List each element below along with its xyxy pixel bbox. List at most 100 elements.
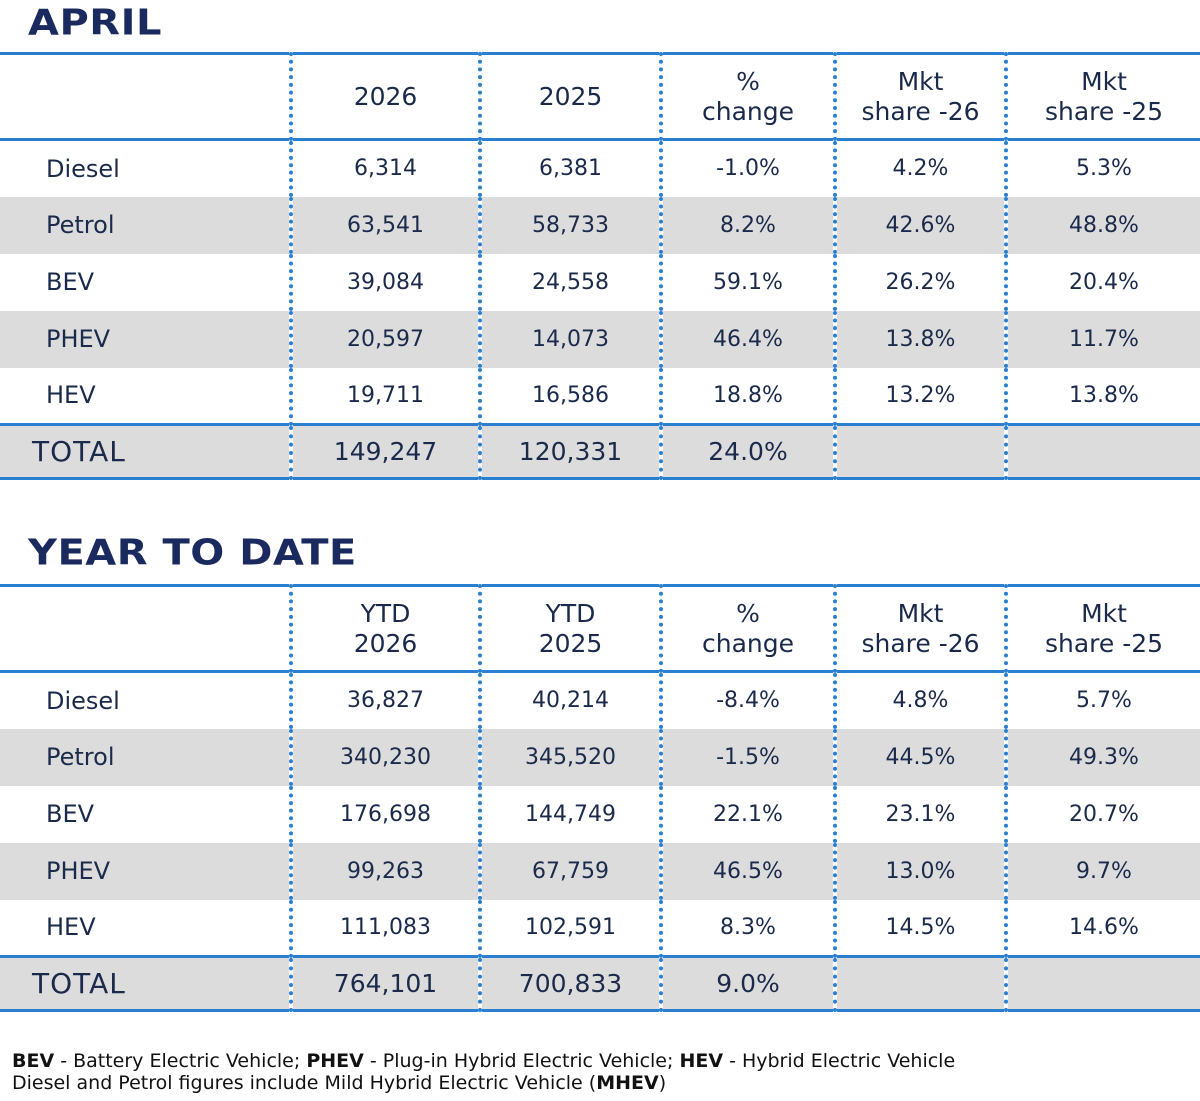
- cell: 19,711: [289, 367, 480, 425]
- cell: 46.5%: [659, 842, 835, 900]
- april-header-2026: 2026: [289, 53, 480, 140]
- cell: 20,597: [289, 310, 480, 368]
- row-label: HEV: [46, 913, 96, 942]
- april-title: APRIL: [28, 2, 162, 44]
- row-label: Petrol: [46, 743, 115, 771]
- cell: 46.4%: [659, 310, 835, 368]
- cell: 23.1%: [833, 785, 1006, 843]
- ytd-row-hev: HEV 111,083 102,591 8.3% 14.5% 14.6%: [0, 899, 1200, 957]
- cell: 13.2%: [833, 367, 1006, 425]
- ytd-header-share-25: Mkt share -25: [1004, 585, 1200, 672]
- footnote-line-1: BEV - Battery Electric Vehicle; PHEV - P…: [12, 1050, 955, 1072]
- cell: 42.6%: [833, 196, 1006, 254]
- cell: 13.0%: [833, 842, 1006, 900]
- def-phev: - Plug-in Hybrid Electric Vehicle;: [363, 1050, 680, 1072]
- cell: 102,591: [478, 899, 661, 957]
- cell: [833, 956, 1006, 1011]
- april-header-row: 2026 2025 % change Mkt share -26 Mkt sha…: [0, 53, 1200, 140]
- cell: 9.0%: [659, 956, 835, 1011]
- ytd-row-total: TOTAL 764,101 700,833 9.0%: [0, 956, 1200, 1011]
- april-row-total: TOTAL 149,247 120,331 24.0%: [0, 424, 1200, 479]
- cell: 340,230: [289, 728, 480, 786]
- cell: 120,331: [478, 424, 661, 479]
- cell: 5.7%: [1004, 671, 1200, 729]
- cell: 26.2%: [833, 253, 1006, 311]
- ytd-header-row: YTD 2026 YTD 2025 % change Mkt share -26…: [0, 585, 1200, 672]
- cell: 39,084: [289, 253, 480, 311]
- ytd-header-change: % change: [659, 585, 835, 672]
- cell: 345,520: [478, 728, 661, 786]
- cell: 9.7%: [1004, 842, 1200, 900]
- cell: 18.8%: [659, 367, 835, 425]
- cell: 49.3%: [1004, 728, 1200, 786]
- cell: 6,314: [289, 139, 480, 197]
- cell: -8.4%: [659, 671, 835, 729]
- cell: 13.8%: [1004, 367, 1200, 425]
- cell: 6,381: [478, 139, 661, 197]
- abbr-hev: HEV: [679, 1050, 724, 1072]
- cell: 20.4%: [1004, 253, 1200, 311]
- cell: 111,083: [289, 899, 480, 957]
- cell: 63,541: [289, 196, 480, 254]
- cell: 59.1%: [659, 253, 835, 311]
- cell: 44.5%: [833, 728, 1006, 786]
- april-header-share-25: Mkt share -25: [1004, 53, 1200, 140]
- cell: 4.8%: [833, 671, 1006, 729]
- ytd-header-2026: YTD 2026: [289, 585, 480, 672]
- mhev-note: Diesel and Petrol figures include Mild H…: [12, 1072, 597, 1094]
- ytd-title: YEAR TO DATE: [28, 532, 357, 574]
- def-hev: - Hybrid Electric Vehicle: [723, 1050, 956, 1072]
- row-label: Petrol: [46, 211, 115, 239]
- cell: 8.3%: [659, 899, 835, 957]
- ytd-row-phev: PHEV 99,263 67,759 46.5% 13.0% 9.7%: [0, 842, 1200, 900]
- cell: 4.2%: [833, 139, 1006, 197]
- ytd-header-share-26: Mkt share -26: [833, 585, 1006, 672]
- cell: 36,827: [289, 671, 480, 729]
- cell: -1.5%: [659, 728, 835, 786]
- cell: 700,833: [478, 956, 661, 1011]
- cell: 67,759: [478, 842, 661, 900]
- cell: 149,247: [289, 424, 480, 479]
- cell: 40,214: [478, 671, 661, 729]
- april-row-diesel: Diesel 6,314 6,381 -1.0% 4.2% 5.3%: [0, 139, 1200, 197]
- cell: [1004, 424, 1200, 479]
- def-bev: - Battery Electric Vehicle;: [54, 1050, 307, 1072]
- april-header-blank: [0, 54, 291, 140]
- april-header-2025: 2025: [478, 53, 661, 140]
- cell: [1004, 956, 1200, 1011]
- cell: [833, 424, 1006, 479]
- abbr-phev: PHEV: [306, 1050, 364, 1072]
- cell: 22.1%: [659, 785, 835, 843]
- cell: 5.3%: [1004, 139, 1200, 197]
- footnote: BEV - Battery Electric Vehicle; PHEV - P…: [12, 1050, 955, 1094]
- cell: 14,073: [478, 310, 661, 368]
- cell: 48.8%: [1004, 196, 1200, 254]
- april-row-phev: PHEV 20,597 14,073 46.4% 13.8% 11.7%: [0, 310, 1200, 368]
- row-label: PHEV: [46, 857, 111, 885]
- april-header-share-26: Mkt share -26: [833, 53, 1006, 140]
- cell: 58,733: [478, 196, 661, 254]
- row-label: Diesel: [46, 686, 120, 715]
- row-label: PHEV: [46, 325, 111, 353]
- cell: 13.8%: [833, 310, 1006, 368]
- abbr-mhev: MHEV: [596, 1072, 659, 1094]
- cell: 8.2%: [659, 196, 835, 254]
- april-table: 2026 2025 % change Mkt share -26 Mkt sha…: [0, 52, 1200, 480]
- cell: 764,101: [289, 956, 480, 1011]
- ytd-row-bev: BEV 176,698 144,749 22.1% 23.1% 20.7%: [0, 785, 1200, 843]
- cell: 144,749: [478, 785, 661, 843]
- ytd-header-2025: YTD 2025: [478, 585, 661, 672]
- ytd-table: YTD 2026 YTD 2025 % change Mkt share -26…: [0, 584, 1200, 1012]
- ytd-row-diesel: Diesel 36,827 40,214 -8.4% 4.8% 5.7%: [0, 671, 1200, 729]
- ytd-header-blank: [0, 586, 291, 672]
- footnote-line-2: Diesel and Petrol figures include Mild H…: [12, 1072, 955, 1094]
- cell: 24.0%: [659, 424, 835, 479]
- april-header-change: % change: [659, 53, 835, 140]
- april-row-bev: BEV 39,084 24,558 59.1% 26.2% 20.4%: [0, 253, 1200, 311]
- cell: 11.7%: [1004, 310, 1200, 368]
- cell: -1.0%: [659, 139, 835, 197]
- cell: 99,263: [289, 842, 480, 900]
- ytd-row-petrol: Petrol 340,230 345,520 -1.5% 44.5% 49.3%: [0, 728, 1200, 786]
- row-label: BEV: [46, 268, 95, 296]
